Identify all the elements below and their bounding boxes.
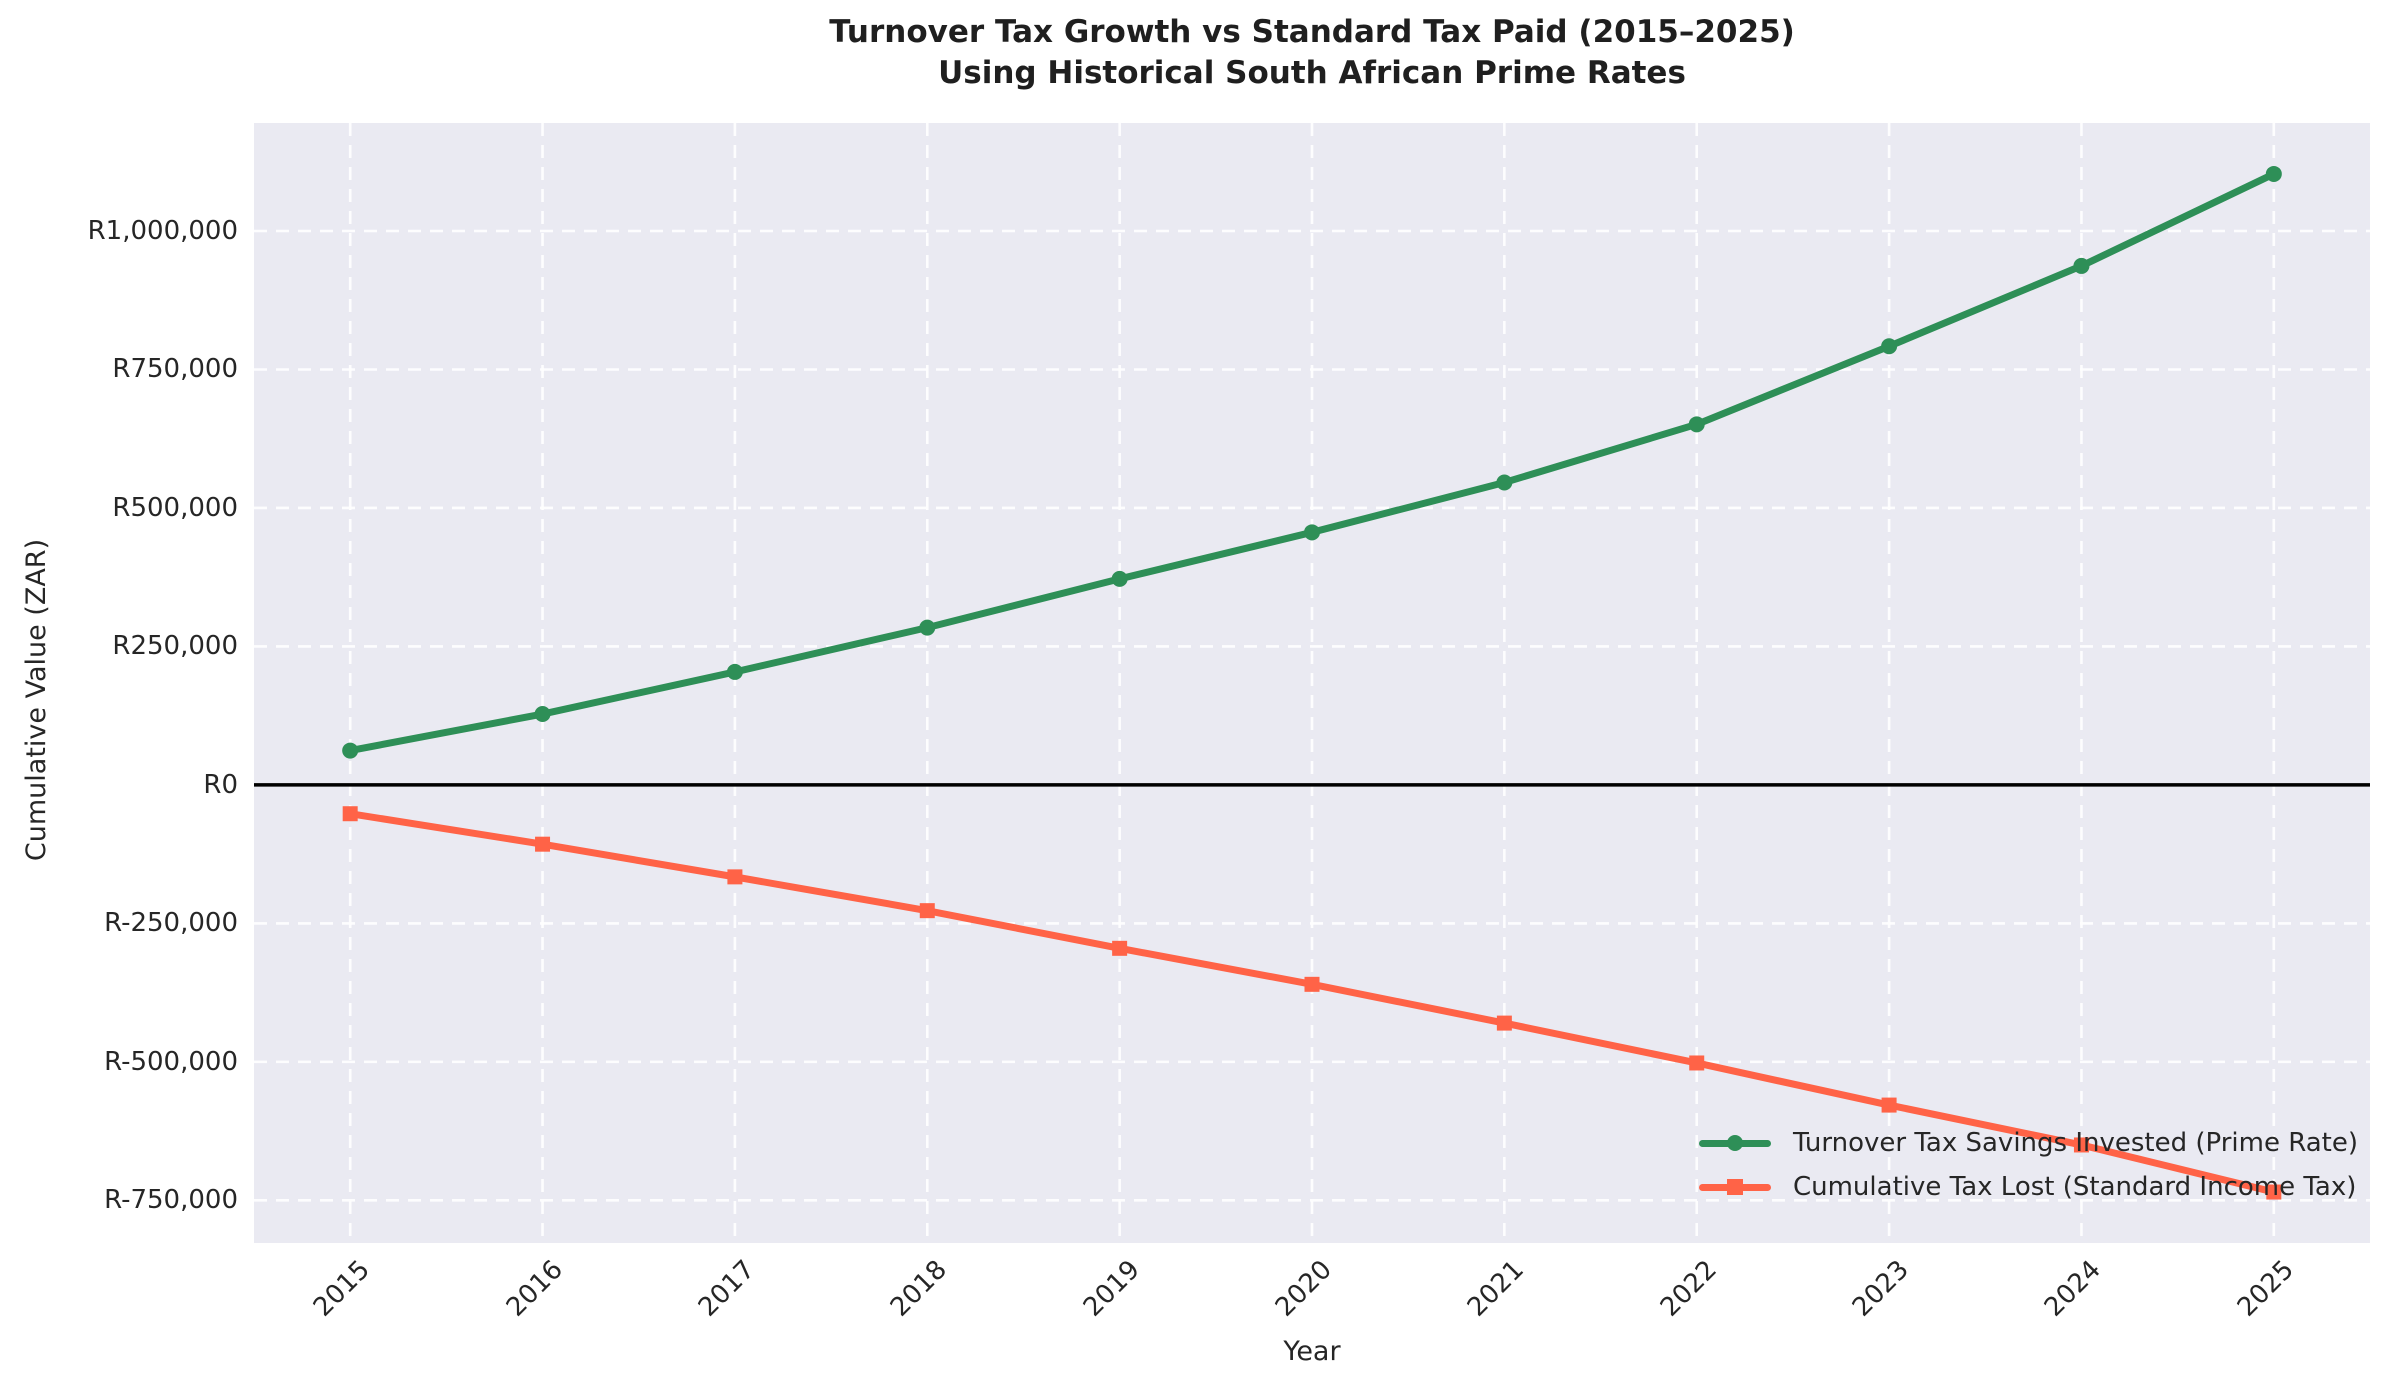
y-axis-title: Cumulative Value (ZAR) (21, 538, 52, 862)
data-point-circle (534, 706, 551, 723)
data-point-square (1112, 940, 1128, 956)
data-point-circle (1304, 524, 1320, 541)
data-point-circle (726, 663, 743, 680)
chart-title-line2: Using Historical South African Prime Rat… (938, 55, 1686, 91)
y-tick-label: R-500,000 (104, 1046, 238, 1077)
data-point-circle (2073, 257, 2090, 274)
data-point-circle (919, 619, 936, 636)
data-point-circle (342, 742, 359, 759)
y-tick-label: R0 (203, 769, 238, 800)
chart-title: Turnover Tax Growth vs Standard Tax Paid… (254, 12, 2370, 94)
legend-line-circle-swatch (1698, 1134, 1771, 1152)
y-tick-label: R-750,000 (104, 1185, 238, 1216)
data-point-square (2073, 1137, 2089, 1153)
data-point-circle (1688, 416, 1705, 433)
data-point-square (342, 806, 358, 822)
legend-label-tax-lost: Cumulative Tax Lost (Standard Income Tax… (1792, 1172, 2357, 1202)
legend: Turnover Tax Savings Invested (Prime Rat… (1698, 1128, 2358, 1202)
data-point-square (727, 869, 743, 885)
x-axis-title: Year (1283, 1336, 1341, 1367)
data-point-square (535, 836, 551, 852)
square-marker-icon (1726, 1179, 1743, 1195)
data-point-square (1496, 1015, 1512, 1031)
circle-marker-icon (1726, 1135, 1743, 1151)
legend-line-square-swatch (1698, 1178, 1771, 1196)
data-point-circle (1496, 474, 1513, 491)
legend-label-turnover-savings: Turnover Tax Savings Invested (Prime Rat… (1792, 1128, 2358, 1158)
data-point-square (1689, 1055, 1705, 1071)
legend-item-tax-lost: Cumulative Tax Lost (Standard Income Tax… (1698, 1172, 2358, 1202)
data-point-square (1304, 976, 1320, 992)
data-point-square (919, 903, 935, 919)
y-tick-label: R1,000,000 (87, 216, 238, 246)
data-point-square (1881, 1097, 1897, 1113)
y-tick-label: R750,000 (112, 354, 238, 385)
y-tick-label: R-250,000 (104, 908, 238, 939)
legend-item-turnover-savings: Turnover Tax Savings Invested (Prime Rat… (1698, 1128, 2358, 1158)
data-point-circle (2265, 165, 2282, 182)
chart-title-line1: Turnover Tax Growth vs Standard Tax Paid… (829, 14, 1795, 50)
data-point-circle (1111, 570, 1128, 587)
data-point-circle (1881, 338, 1898, 355)
data-point-square (2266, 1184, 2282, 1200)
y-tick-label: R500,000 (112, 492, 238, 523)
y-tick-label: R250,000 (112, 631, 238, 662)
